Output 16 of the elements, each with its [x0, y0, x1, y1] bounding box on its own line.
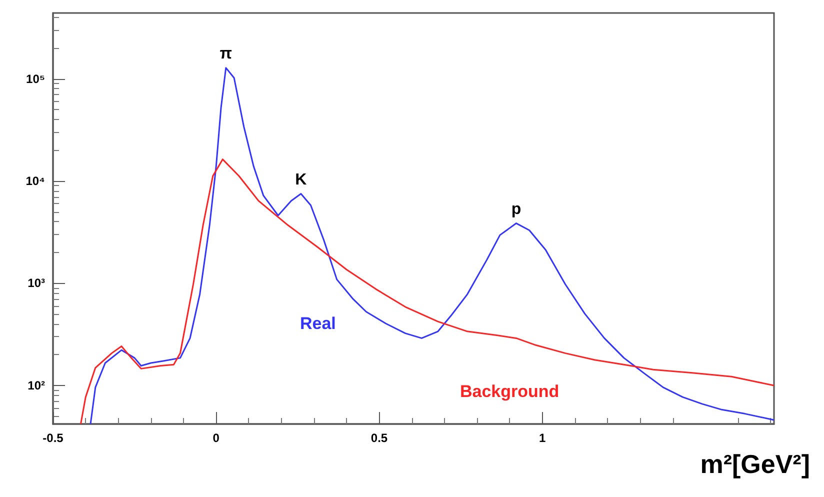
series-label: Background [460, 382, 560, 401]
x-tick-label: 0 [212, 431, 220, 445]
series-label: Real [300, 314, 336, 333]
annotation: π [220, 45, 232, 62]
y-tick-label: 10⁵ [26, 72, 45, 86]
annotation: p [511, 200, 522, 218]
x-tick-label: 1 [539, 431, 546, 445]
x-tick-label: 0.5 [370, 431, 388, 445]
y-tick-label: 10³ [28, 276, 46, 290]
y-tick-label: 10² [28, 378, 46, 392]
x-tick-label: -0.5 [42, 431, 64, 445]
y-tick-label: 10⁴ [26, 174, 46, 188]
x-axis-title: m²[GeV²] [700, 449, 810, 479]
line-series [80, 158, 775, 425]
annotation: K [295, 171, 308, 188]
line-series [90, 67, 775, 425]
